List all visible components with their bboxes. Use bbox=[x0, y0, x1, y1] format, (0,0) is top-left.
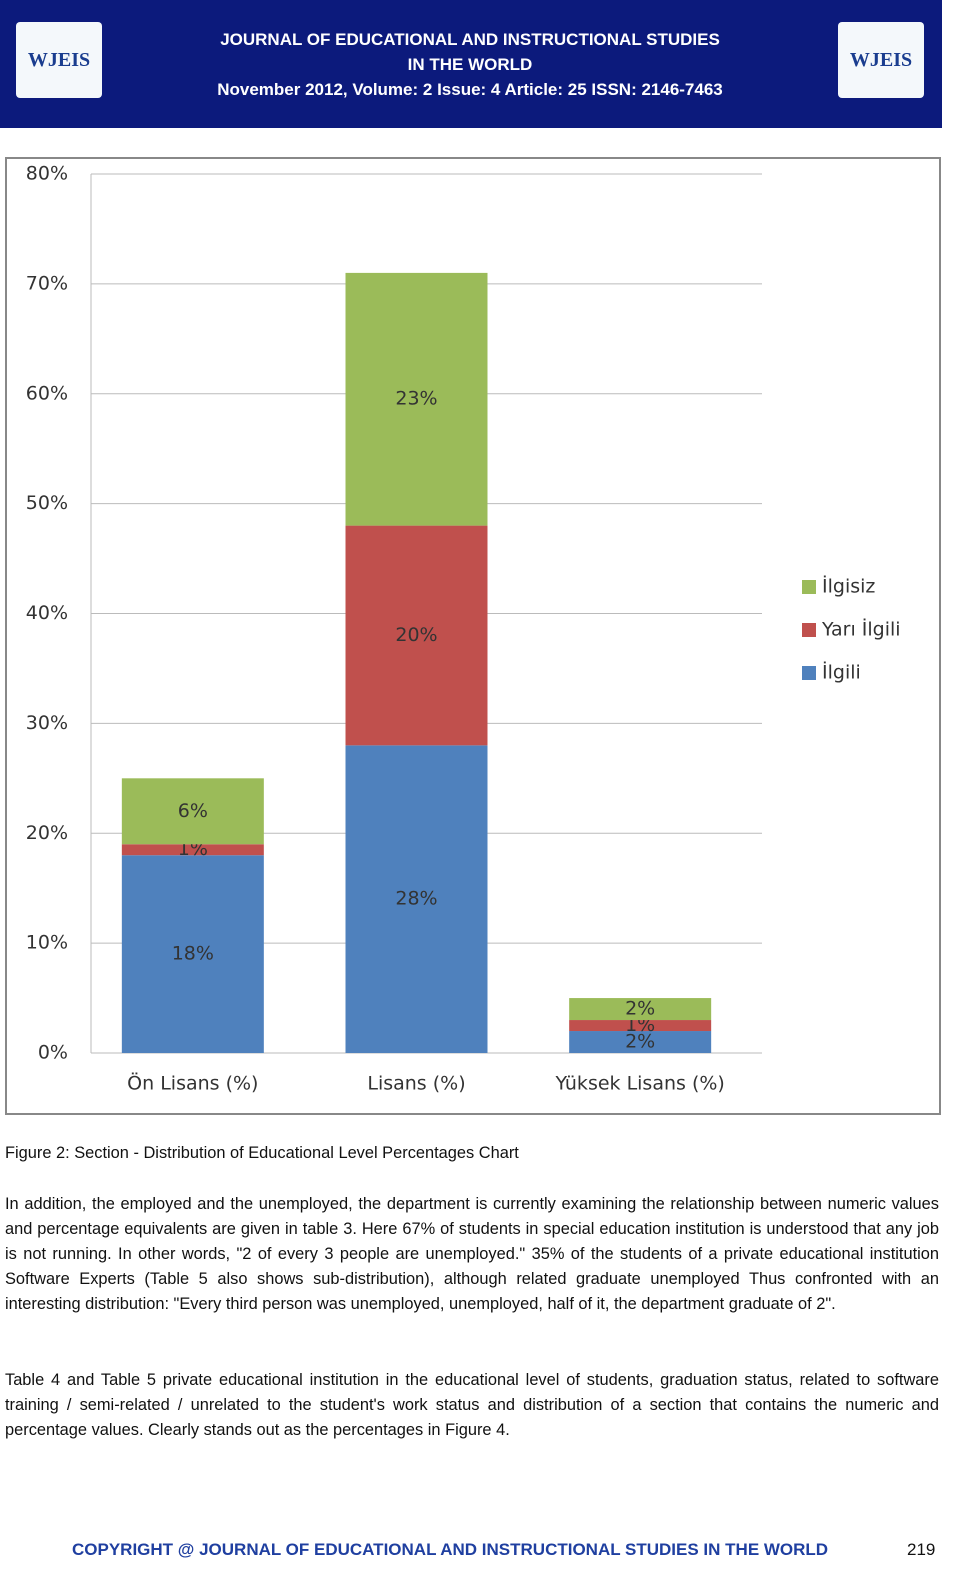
bar-segment bbox=[345, 272, 488, 526]
y-tick-label: 30% bbox=[26, 712, 68, 734]
journal-title: JOURNAL OF EDUCATIONAL AND INSTRUCTIONAL… bbox=[220, 30, 720, 49]
x-tick-label: Yüksek Lisans (%) bbox=[554, 1073, 724, 1095]
bar-segment bbox=[569, 998, 712, 1021]
legend-swatch bbox=[802, 580, 816, 594]
logo: WJEIS bbox=[16, 22, 102, 98]
paragraph: In addition, the employed and the unempl… bbox=[5, 1195, 939, 1313]
value-label: 23% bbox=[395, 388, 437, 410]
value-label: 20% bbox=[395, 624, 437, 646]
bar-segment bbox=[345, 745, 488, 1053]
bar-segment bbox=[569, 1031, 712, 1053]
bar-segment bbox=[121, 844, 264, 856]
legend-label: İlgili bbox=[822, 661, 861, 684]
value-label: 2% bbox=[625, 998, 655, 1020]
x-tick-label: Ön Lisans (%) bbox=[127, 1072, 258, 1095]
copyright: COPYRIGHT @ JOURNAL OF EDUCATIONAL AND I… bbox=[72, 1540, 829, 1559]
bar-segment bbox=[569, 1020, 712, 1032]
value-label: 2% bbox=[625, 1031, 655, 1053]
y-tick-label: 80% bbox=[26, 163, 68, 185]
y-tick-label: 40% bbox=[26, 602, 68, 624]
header: WJEIS WJEIS JOURNAL OF EDUCATIONAL AND I… bbox=[0, 0, 942, 128]
value-label: 6% bbox=[178, 800, 208, 822]
paragraph: Table 4 and Table 5 private educational … bbox=[5, 1371, 939, 1439]
journal-title: IN THE WORLD bbox=[407, 55, 533, 74]
x-tick-label: Lisans (%) bbox=[367, 1073, 465, 1095]
y-tick-label: 20% bbox=[26, 822, 68, 844]
legend-label: Yarı İlgili bbox=[821, 618, 901, 641]
legend-swatch bbox=[802, 623, 816, 637]
bar-segment bbox=[345, 525, 488, 746]
legend-label: İlgisiz bbox=[822, 575, 875, 598]
y-tick-label: 50% bbox=[26, 492, 68, 514]
caption: Figure 2: Section - Distribution of Educ… bbox=[5, 1144, 519, 1162]
chart: 0% 10% 20% 30% 40% 50% 60% 70% 80% Ön Lisans (%) 1… bbox=[5, 157, 941, 1115]
y-tick-label: 70% bbox=[26, 272, 68, 294]
value-label: 18% bbox=[172, 943, 214, 965]
y-tick-label: 60% bbox=[26, 382, 68, 404]
page-number: 219 bbox=[907, 1540, 936, 1559]
y-tick-label: 0% bbox=[38, 1042, 68, 1064]
legend-swatch bbox=[802, 666, 816, 680]
bar-segment bbox=[121, 778, 264, 845]
issue-info: November 2012, Volume: 2 Issue: 4 Articl… bbox=[217, 80, 723, 99]
logo: WJEIS bbox=[838, 22, 924, 98]
bar-segment bbox=[121, 855, 264, 1053]
value-label: 28% bbox=[395, 888, 437, 910]
y-tick-label: 10% bbox=[26, 932, 68, 954]
